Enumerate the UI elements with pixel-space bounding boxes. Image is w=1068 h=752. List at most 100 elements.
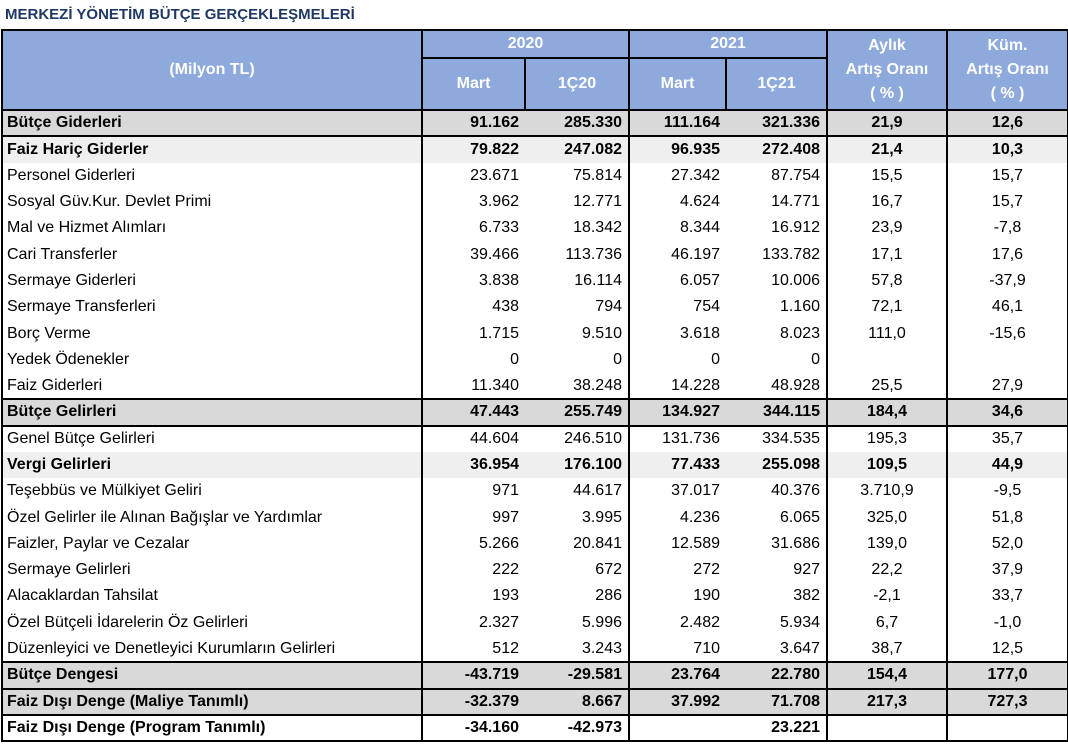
table-row: Teşebbüs ve Mülkiyet Geliri 971 44.617 37.0… bbox=[1, 478, 1068, 505]
mart-2020-cell: 6.733 bbox=[421, 215, 525, 242]
monthly-rate-cell: 72,1 bbox=[826, 294, 948, 321]
cumulative-rate-line3: ( % ) bbox=[990, 85, 1025, 102]
mart-2020-cell: 222 bbox=[421, 557, 525, 584]
mart-2021-cell: 710 bbox=[628, 635, 726, 663]
monthly-rate-cell bbox=[826, 346, 948, 373]
mart-2020-cell: -34.160 bbox=[421, 714, 525, 743]
q1-2021-cell: 255.098 bbox=[726, 451, 828, 479]
monthly-rate-cell: 325,0 bbox=[826, 504, 948, 531]
monthly-rate-cell: -2,1 bbox=[826, 583, 948, 610]
row-name-cell: Faiz Hariç Giderler bbox=[1, 136, 423, 163]
table-row: Faiz Hariç Giderler 79.822 247.082 96.935 27… bbox=[1, 136, 1068, 163]
table-body: Bütçe Giderleri 91.162 285.330 111.164 321.3… bbox=[1, 108, 1068, 743]
table-row: Genel Bütçe Gelirleri 44.604 246.510 131.73… bbox=[1, 425, 1068, 452]
q1-2021-cell: 133.782 bbox=[726, 241, 828, 268]
row-name-cell: Bütçe Giderleri bbox=[1, 108, 423, 138]
table-row: Vergi Gelirleri 36.954 176.100 77.433 255.09… bbox=[1, 451, 1068, 479]
q1-2021-cell: 321.336 bbox=[726, 108, 828, 138]
cumulative-rate-cell: 15,7 bbox=[946, 188, 1068, 216]
cumulative-rate-cell: 727,3 bbox=[946, 687, 1068, 716]
table-row: Mal ve Hizmet Alımları 6.733 18.342 8.344 16… bbox=[1, 215, 1068, 242]
table-row: Bütçe Gelirleri 47.443 255.749 134.927 344.1… bbox=[1, 398, 1068, 427]
q1-2020-cell: 9.510 bbox=[525, 320, 630, 347]
q1-2021-cell: 16.912 bbox=[726, 215, 828, 242]
row-name-cell: Sermaye Giderleri bbox=[1, 267, 423, 295]
cumulative-rate-cell: 35,7 bbox=[946, 425, 1068, 452]
row-name-cell: Mal ve Hizmet Alımları bbox=[1, 215, 423, 242]
monthly-rate-line1: Aylık bbox=[868, 37, 906, 54]
q1-2020-cell: 255.749 bbox=[525, 398, 630, 427]
table-row: Bütçe Giderleri 91.162 285.330 111.164 321.3… bbox=[1, 108, 1068, 138]
q1-2021-cell: 927 bbox=[726, 557, 828, 584]
q1-2021-cell: 22.780 bbox=[726, 661, 828, 690]
table-row: Cari Transferler 39.466 113.736 46.197 133.7… bbox=[1, 241, 1068, 268]
cumulative-rate-cell: 44,9 bbox=[946, 451, 1068, 479]
mart-2021-cell bbox=[628, 714, 726, 743]
mart-2020-cell: 47.443 bbox=[421, 398, 525, 427]
monthly-rate-cell: 21,4 bbox=[826, 136, 948, 163]
q1-2021-cell: 344.115 bbox=[726, 398, 828, 427]
mart-2021-cell: 131.736 bbox=[628, 425, 726, 452]
q1-2021-cell: 10.006 bbox=[726, 267, 828, 295]
monthly-rate-cell: 22,2 bbox=[826, 557, 948, 584]
monthly-rate-line2: Artış Oranı bbox=[845, 61, 929, 78]
mart-2021-cell: 190 bbox=[628, 583, 726, 610]
q1-2020-cell: 38.248 bbox=[525, 372, 630, 400]
mart-2020-cell: 79.822 bbox=[421, 136, 525, 163]
mart-2020-cell: 0 bbox=[421, 346, 525, 373]
monthly-rate-cell: 109,5 bbox=[826, 451, 948, 479]
cumulative-rate-line2: Artış Oranı bbox=[966, 61, 1049, 78]
q1-2020-cell: 3.243 bbox=[525, 635, 630, 663]
monthly-rate-cell: 15,5 bbox=[826, 162, 948, 189]
q1-2020-cell: 12.771 bbox=[525, 188, 630, 216]
row-name-cell: Yedek Ödenekler bbox=[1, 346, 423, 373]
row-name-cell: Bütçe Dengesi bbox=[1, 661, 423, 690]
q1-2020-cell: -42.973 bbox=[525, 714, 630, 743]
mart-2021-cell: 96.935 bbox=[628, 136, 726, 163]
q1-2020-cell: 246.510 bbox=[525, 425, 630, 452]
mart-2020-cell: 36.954 bbox=[421, 451, 525, 479]
table-row: Alacaklardan Tahsilat 193 286 190 382 -2,1 33,… bbox=[1, 583, 1068, 610]
monthly-rate-cell: 25,5 bbox=[826, 372, 948, 400]
mart-2020-cell: 44.604 bbox=[421, 425, 525, 452]
mart-2020-cell: 3.838 bbox=[421, 267, 525, 295]
cumulative-rate-cell: 12,5 bbox=[946, 635, 1068, 663]
col-q1-2021-header: 1Ç21 bbox=[725, 57, 828, 111]
table-row: Sermaye Gelirleri 222 672 272 927 22,2 37,9 bbox=[1, 557, 1068, 584]
table-row: Faiz Giderleri 11.340 38.248 14.228 48.928 25… bbox=[1, 372, 1068, 400]
q1-2020-cell: 18.342 bbox=[525, 215, 630, 242]
q1-2021-cell: 272.408 bbox=[726, 136, 828, 163]
row-name-cell: Özel Bütçeli İdarelerin Öz Gelirleri bbox=[1, 609, 423, 636]
monthly-rate-cell: 57,8 bbox=[826, 267, 948, 295]
row-name-cell: Cari Transferler bbox=[1, 241, 423, 268]
table-row: Sermaye Transferleri 438 794 754 1.160 72,1 46… bbox=[1, 294, 1068, 321]
q1-2020-cell: 75.814 bbox=[525, 162, 630, 189]
table-row: Düzenleyici ve Denetleyici Kurumların Ge… bbox=[1, 635, 1068, 663]
cumulative-rate-cell: 51,8 bbox=[946, 504, 1068, 531]
mart-2020-cell: 2.327 bbox=[421, 609, 525, 636]
cumulative-rate-cell bbox=[946, 714, 1068, 743]
row-name-cell: Faiz Dışı Denge (Program Tanımlı) bbox=[1, 714, 423, 743]
year-2021-header: 2021 bbox=[628, 29, 828, 59]
monthly-rate-cell: 184,4 bbox=[826, 398, 948, 427]
mart-2020-cell: 5.266 bbox=[421, 530, 525, 558]
row-name-cell: Faiz Giderleri bbox=[1, 372, 423, 400]
cumulative-rate-cell: -1,0 bbox=[946, 609, 1068, 636]
cumulative-rate-cell: -9,5 bbox=[946, 478, 1068, 505]
mart-2021-cell: 2.482 bbox=[628, 609, 726, 636]
mart-2020-cell: 971 bbox=[421, 478, 525, 505]
table-row: Personel Giderleri 23.671 75.814 27.342 87.7… bbox=[1, 162, 1068, 189]
mart-2020-cell: 39.466 bbox=[421, 241, 525, 268]
mart-2021-cell: 37.017 bbox=[628, 478, 726, 505]
cumulative-rate-cell bbox=[946, 346, 1068, 373]
col-mart-2021-header: Mart bbox=[628, 57, 727, 111]
q1-2021-cell: 5.934 bbox=[726, 609, 828, 636]
table-row: Bütçe Dengesi -43.719 -29.581 23.764 22.780 1… bbox=[1, 661, 1068, 690]
mart-2021-cell: 23.764 bbox=[628, 661, 726, 690]
cumulative-rate-cell: 46,1 bbox=[946, 294, 1068, 321]
q1-2021-cell: 40.376 bbox=[726, 478, 828, 505]
page-title: MERKEZİ YÖNETİM BÜTÇE GERÇEKLEŞMELERİ bbox=[5, 6, 355, 23]
q1-2021-cell: 31.686 bbox=[726, 530, 828, 558]
row-name-cell: Vergi Gelirleri bbox=[1, 451, 423, 479]
table-row: Özel Gelirler ile Alınan Bağışlar ve Yar… bbox=[1, 504, 1068, 531]
